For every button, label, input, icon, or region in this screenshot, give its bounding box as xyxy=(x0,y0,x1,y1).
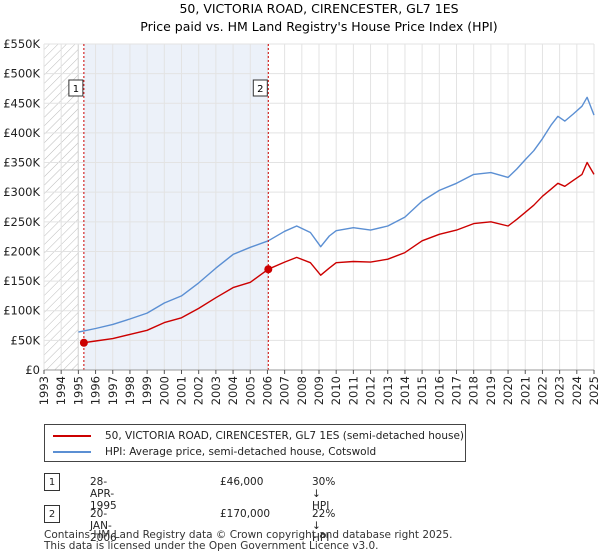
x-tick-label: 2019 xyxy=(484,376,498,405)
marker-label-box xyxy=(68,79,84,97)
transaction-date: 28-APR-1995 xyxy=(90,476,117,512)
x-tick-label: 2001 xyxy=(175,376,189,405)
legend-label-hpi: HPI: Average price, semi-detached house,… xyxy=(105,446,377,458)
marker-label: 2 xyxy=(257,84,263,95)
x-tick-label: 1996 xyxy=(89,376,103,405)
sale-point xyxy=(79,338,88,347)
x-tick-label: 1997 xyxy=(106,376,120,405)
x-axis: 1993 1994 1995 1996 1997 1998 1999 2000 2001 2002… xyxy=(37,369,600,405)
transaction-hpi-diff: 22% ↓ HPI xyxy=(312,508,336,544)
transaction-badge: 2 xyxy=(44,505,60,523)
y-tick-label: £400K xyxy=(3,126,40,140)
marker-label-box xyxy=(252,79,268,97)
legend-swatch-red xyxy=(53,435,91,437)
x-tick-label: 2021 xyxy=(518,376,532,405)
legend-label-price-paid: 50, VICTORIA ROAD, CIRENCESTER, GL7 1ES … xyxy=(105,430,465,442)
x-tick-label: 2014 xyxy=(398,376,412,405)
x-tick-label: 2024 xyxy=(570,376,584,405)
grid-lines xyxy=(43,43,595,371)
transaction-badge: 1 xyxy=(44,473,60,491)
x-tick-label: 2010 xyxy=(329,376,343,405)
y-tick-label: £50K xyxy=(11,333,41,347)
x-tick-label: 2013 xyxy=(381,376,395,405)
chart-title: 50, VICTORIA ROAD, CIRENCESTER, GL7 1ES xyxy=(179,1,458,16)
y-tick-label: £500K xyxy=(3,67,40,81)
series-layer xyxy=(78,96,595,344)
hpi-line xyxy=(78,96,595,333)
shaded-region xyxy=(83,44,269,370)
y-tick-label: £450K xyxy=(3,96,40,110)
x-tick-label: 2009 xyxy=(312,376,326,405)
transaction-date: 20-JAN-2006 xyxy=(90,508,117,544)
legend-item-price-paid: 50, VICTORIA ROAD, CIRENCESTER, GL7 1ES … xyxy=(53,428,464,444)
y-tick-label: £300K xyxy=(3,185,40,199)
x-tick-label: 2018 xyxy=(467,376,481,405)
y-tick-label: £350K xyxy=(3,156,40,170)
transaction-hpi-diff: 30% ↓ HPI xyxy=(312,476,336,512)
footer-license: This data is licensed under the Open Gov… xyxy=(44,540,379,552)
price-chart: 50, VICTORIA ROAD, CIRENCESTER, GL7 1ES … xyxy=(3,1,600,405)
x-tick-label: 1999 xyxy=(140,376,154,405)
marker-label: 1 xyxy=(73,84,79,95)
x-tick-label: 2011 xyxy=(346,376,360,405)
x-tick-label: 2016 xyxy=(432,376,446,405)
x-tick-label: 2002 xyxy=(192,376,206,405)
price-paid-line xyxy=(83,161,595,344)
x-tick-label: 2004 xyxy=(226,376,240,405)
x-tick-label: 2003 xyxy=(209,376,223,405)
footer-copyright: Contains HM Land Registry data © Crown c… xyxy=(44,529,453,541)
y-tick-label: £250K xyxy=(3,215,40,229)
footer: Contains HM Land Registry data © Crown c… xyxy=(44,530,452,552)
x-tick-label: 1998 xyxy=(123,376,137,405)
legend-item-hpi: HPI: Average price, semi-detached house,… xyxy=(53,444,376,460)
transaction-price: £46,000 xyxy=(220,476,264,488)
sale-point xyxy=(264,265,273,274)
x-tick-label: 2006 xyxy=(260,376,274,405)
chart-subtitle: Price paid vs. HM Land Registry's House … xyxy=(140,19,497,34)
x-tick-label: 1994 xyxy=(54,376,68,405)
x-tick-label: 2000 xyxy=(157,376,171,405)
x-tick-label: 2022 xyxy=(535,376,549,405)
x-tick-label: 2012 xyxy=(364,376,378,405)
x-tick-label: 1995 xyxy=(71,376,85,405)
y-tick-label: £550K xyxy=(3,37,40,51)
x-tick-label: 2008 xyxy=(295,376,309,405)
x-tick-label: 2007 xyxy=(278,376,292,405)
y-tick-label: £100K xyxy=(3,304,40,318)
x-tick-label: 1993 xyxy=(37,376,51,405)
legend-swatch-blue xyxy=(53,451,91,453)
x-tick-label: 2023 xyxy=(553,376,567,405)
y-tick-label: £150K xyxy=(3,274,40,288)
legend: 50, VICTORIA ROAD, CIRENCESTER, GL7 1ES … xyxy=(44,424,466,462)
x-tick-label: 2017 xyxy=(450,376,464,405)
transaction-price: £170,000 xyxy=(220,508,271,520)
x-tick-label: 2020 xyxy=(501,376,515,405)
y-tick-label: £0 xyxy=(25,363,40,377)
y-tick-label: £200K xyxy=(3,244,40,258)
y-axis: £0 £50K £100K £150K £200K £250K £300K £350K £400… xyxy=(3,37,40,377)
x-tick-label: 2005 xyxy=(243,376,257,405)
x-tick-label: 2025 xyxy=(587,376,600,405)
x-tick-label: 2015 xyxy=(415,376,429,405)
